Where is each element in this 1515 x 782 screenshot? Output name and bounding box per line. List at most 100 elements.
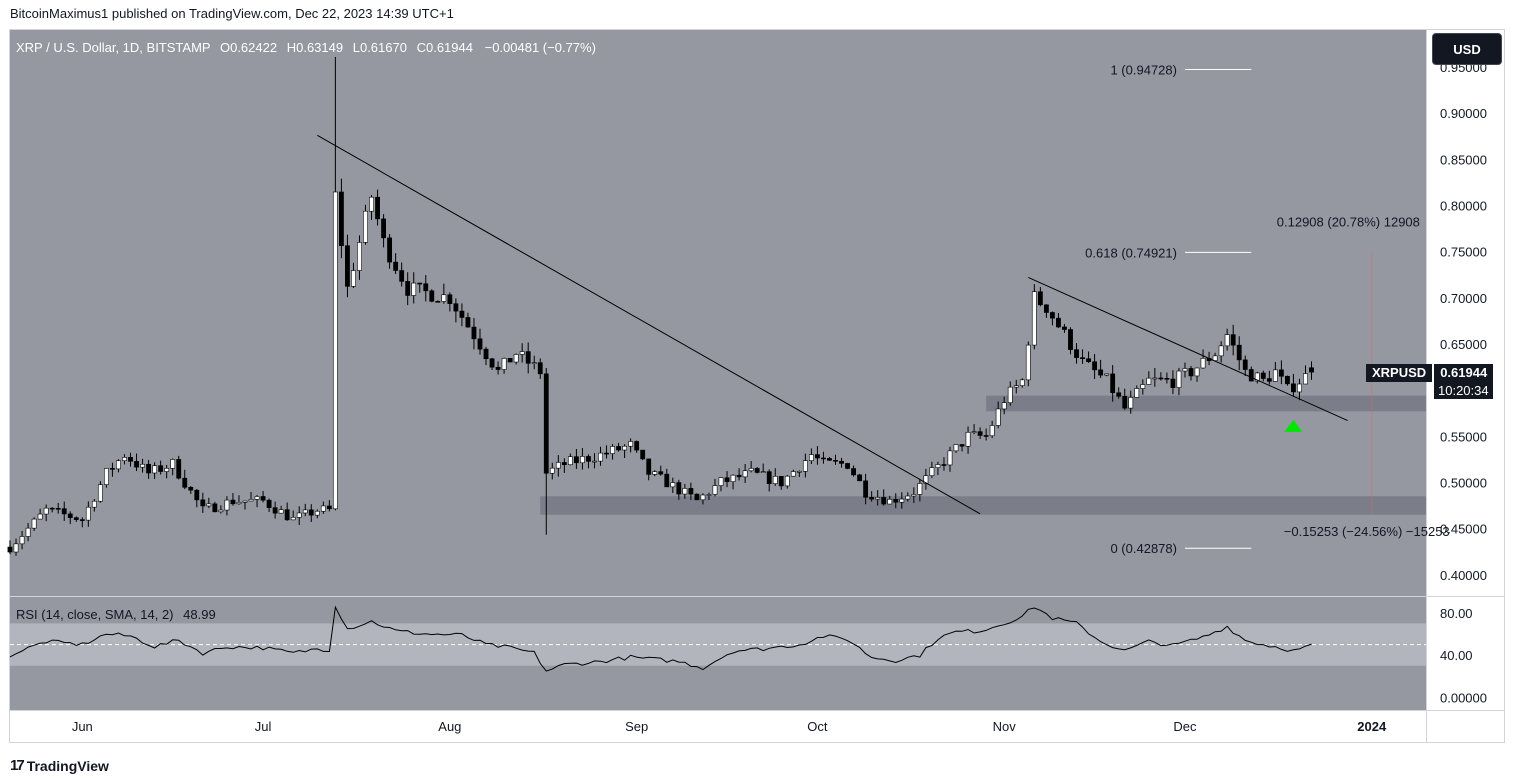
candle-body (91, 500, 97, 508)
close-label: C (416, 40, 426, 55)
candle-body (116, 460, 121, 470)
candle-body (634, 441, 640, 451)
candle-body (1303, 373, 1308, 385)
candle-body (1164, 378, 1170, 380)
candle-body (338, 191, 344, 246)
candle-body (586, 456, 591, 462)
candle-body (1140, 384, 1146, 389)
candle-body (212, 503, 218, 513)
candle-body (736, 474, 742, 478)
candle-body (688, 488, 694, 495)
candle-body (784, 475, 790, 487)
candle-body (1080, 357, 1085, 360)
candle-body (1068, 329, 1073, 350)
candle-body (97, 484, 103, 502)
candle-body (694, 493, 700, 501)
symbol-legend: XRP / U.S. Dollar, 1D, BITSTAMP O0.62422… (16, 40, 596, 55)
candle-body (308, 509, 314, 516)
candle-body (1086, 358, 1091, 363)
candle-body (561, 462, 567, 466)
candle-body (857, 474, 863, 482)
candle-body (827, 458, 832, 461)
price-tick: 0.80000 (1440, 198, 1487, 213)
candle-body (893, 499, 899, 503)
candle-body (435, 301, 441, 303)
candle-body (260, 496, 266, 501)
candle-body (405, 281, 411, 296)
candle-body (278, 509, 284, 514)
candle-body (19, 536, 25, 545)
candle-body (525, 351, 531, 364)
candle-body (230, 499, 236, 505)
candle-body (411, 282, 417, 296)
candle-body (1278, 369, 1284, 377)
candle-body (1098, 369, 1104, 376)
candle-body (67, 513, 73, 518)
measure-label-up: 0.12908 (20.78%) 12908 (1277, 214, 1420, 229)
time-tick: Nov (993, 719, 1017, 734)
candle-body (971, 431, 977, 433)
candle-body (296, 512, 302, 518)
candle-body (953, 444, 959, 452)
candle-body (676, 482, 682, 495)
candle-body (796, 470, 802, 473)
candle-body (224, 499, 230, 511)
candle-body (477, 338, 483, 350)
candle-body (658, 471, 664, 475)
rsi-legend: RSI (14, close, SMA, 14, 2) 48.99 (16, 607, 216, 622)
candle-body (905, 495, 911, 500)
candle-body (513, 354, 519, 363)
candle-body (110, 468, 115, 470)
candle-body (1056, 317, 1061, 328)
candle-body (1007, 386, 1013, 403)
candle-body (628, 441, 634, 447)
candle-body (423, 283, 429, 292)
time-tick: Aug (438, 719, 461, 734)
candle-body (947, 450, 953, 466)
candle-body (1110, 373, 1116, 394)
candle-body (1134, 388, 1140, 398)
candle-body (399, 270, 405, 282)
candle-body (375, 196, 380, 220)
candle-body (1158, 377, 1164, 380)
candle-body (1236, 344, 1242, 361)
candle-body (314, 510, 320, 516)
candle-body (218, 509, 224, 513)
candle-body (899, 498, 905, 503)
candle-body (1152, 377, 1158, 380)
candle-body (1200, 358, 1206, 369)
candle-body (489, 358, 495, 368)
candle-body (941, 464, 947, 466)
tradingview-logo-icon: 17 (10, 757, 25, 774)
tradingview-logo-text: TradingView (26, 757, 109, 774)
candle-body (700, 494, 706, 501)
candle-body (815, 454, 820, 459)
time-tick: Jul (255, 719, 272, 734)
candle-body (1031, 291, 1037, 346)
candle-body (1260, 372, 1266, 379)
candle-body (43, 507, 49, 515)
candle-body (103, 468, 109, 485)
candle-body (1104, 373, 1110, 376)
candle-body (790, 471, 796, 477)
candle-body (1285, 375, 1290, 385)
candle-body (1297, 383, 1302, 393)
candle-body (61, 508, 67, 515)
candle-body (766, 471, 772, 484)
candle-body (140, 463, 145, 468)
rsi-tick: 80.00 (1440, 606, 1473, 621)
currency-button[interactable]: USD (1432, 33, 1502, 65)
candle-body (1272, 369, 1278, 382)
candle-body (1230, 334, 1236, 346)
candle-body (549, 467, 555, 474)
price-tag-symbol: XRPUSD (1366, 364, 1433, 382)
tradingview-logo[interactable]: 17 TradingView (10, 757, 109, 774)
time-tick: 2024 (1357, 719, 1387, 734)
chart-frame (9, 29, 1505, 743)
candle-body (881, 497, 887, 505)
candle-body (730, 474, 736, 482)
candle-body (134, 461, 139, 468)
candle-body (447, 294, 453, 304)
candle-body (170, 459, 176, 469)
